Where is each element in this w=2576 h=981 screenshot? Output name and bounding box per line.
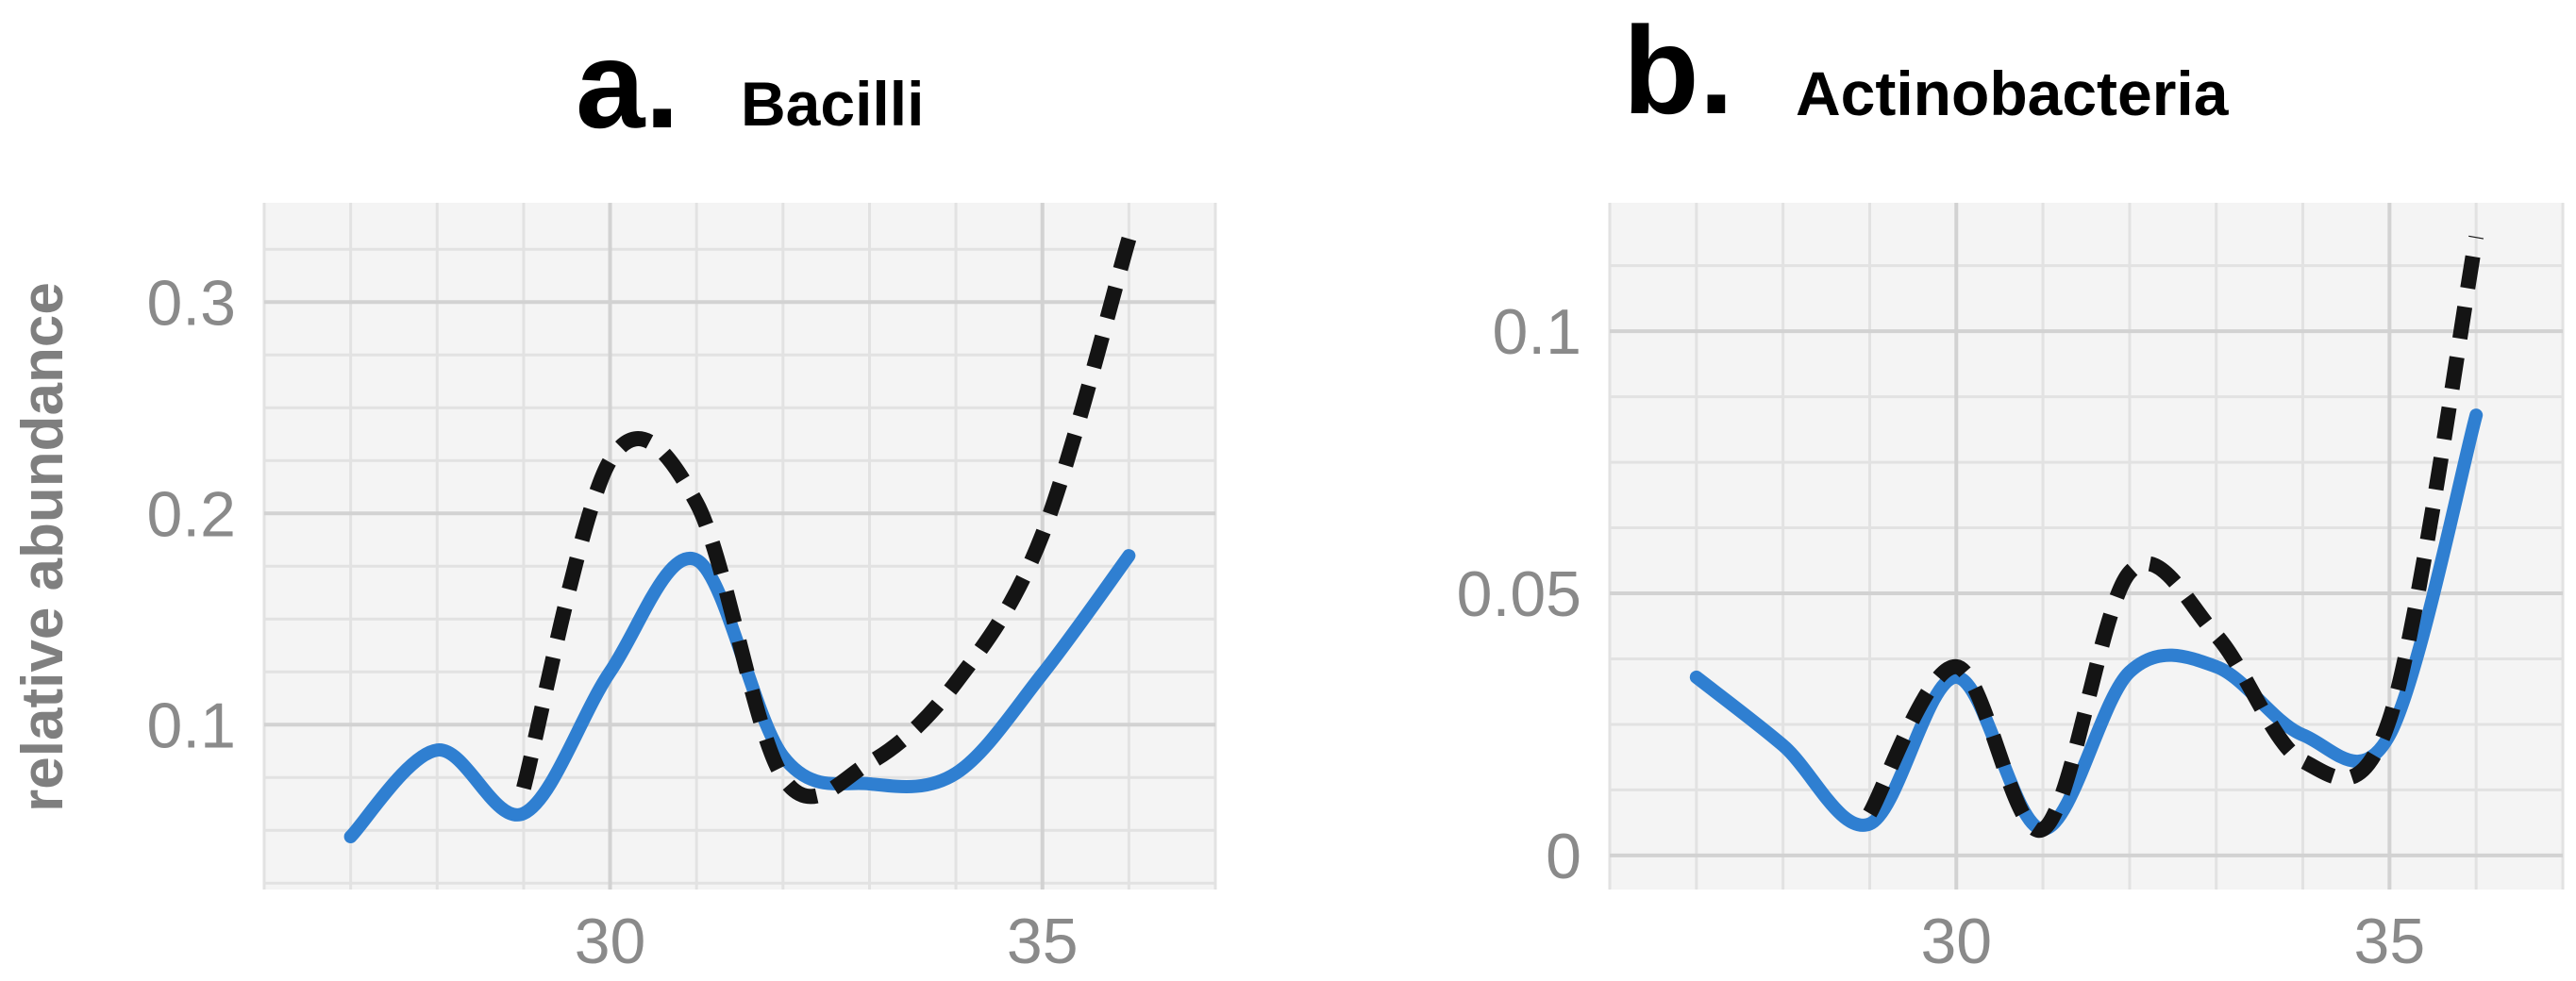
panel-b-grid	[1608, 203, 2565, 890]
panel-a-y-tick-labels: 0.1 0.2 0.3	[146, 267, 236, 761]
panel-b-plot-background	[1610, 203, 2563, 890]
panel-b-series	[1689, 235, 2484, 838]
y-axis-label: relative abundance	[10, 282, 75, 812]
dashed-series-line	[1863, 235, 2484, 838]
y-tick-label: 0.1	[1492, 296, 1581, 368]
y-tick-label: 0	[1546, 821, 1581, 892]
x-tick-label: 35	[2354, 906, 2426, 977]
panel-b-x-tick-labels: 30 35	[1920, 906, 2425, 977]
x-tick-label: 30	[1920, 906, 1992, 977]
y-tick-label: 0.05	[1457, 558, 1581, 630]
panel-a-plot-background	[264, 203, 1215, 890]
panel-b-letter: b.	[1623, 1, 1733, 140]
panel-a: a. Bacilli 0.1 0.2 0.3 30 35 relative abund…	[10, 15, 1217, 977]
panel-b-y-tick-labels: 0 0.05 0.1	[1457, 296, 1581, 892]
x-tick-label: 35	[1007, 906, 1079, 977]
x-tick-label: 30	[575, 906, 646, 977]
y-tick-label: 0.2	[146, 478, 236, 550]
panel-b-title: Actinobacteria	[1796, 58, 2230, 128]
y-tick-label: 0.3	[146, 267, 236, 339]
panel-a-letter: a.	[576, 15, 679, 154]
y-tick-label: 0.1	[146, 690, 236, 761]
panel-b: b. Actinobacteria 0 0.05 0.1 30 35	[1457, 1, 2565, 977]
panel-a-series	[343, 236, 1137, 843]
dashed-series-line	[516, 236, 1137, 805]
panel-a-title: Bacilli	[741, 69, 924, 139]
panel-a-x-tick-labels: 30 35	[575, 906, 1079, 977]
solid-series-line	[1689, 408, 2484, 837]
